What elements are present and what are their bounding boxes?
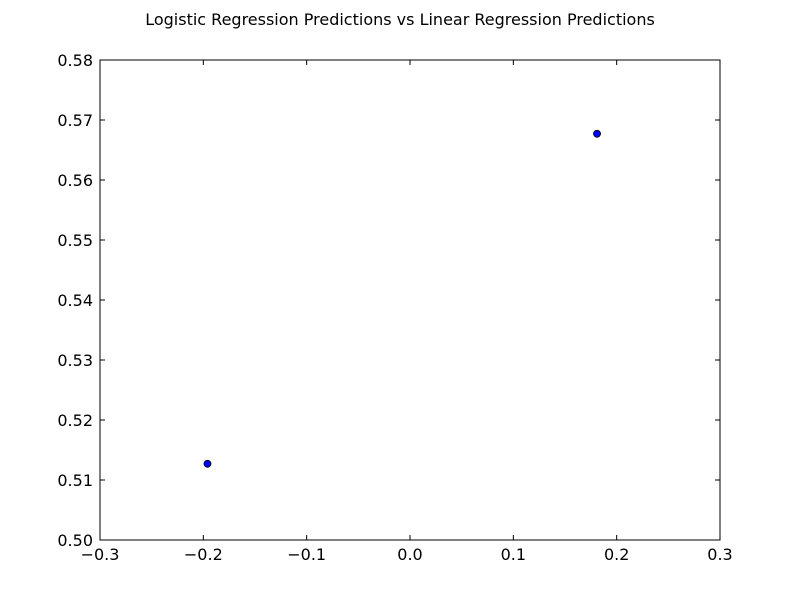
x-tick-label: −0.3	[81, 545, 120, 564]
y-tick-label: 0.57	[57, 111, 93, 130]
x-tick-label: 0.2	[604, 545, 629, 564]
y-tick-label: 0.54	[57, 291, 93, 310]
y-tick-label: 0.51	[57, 471, 93, 490]
x-tick-label: −0.1	[287, 545, 326, 564]
scatter-point	[593, 129, 601, 138]
x-tick-label: 0.3	[707, 545, 732, 564]
chart-title: Logistic Regression Predictions vs Linea…	[145, 10, 655, 29]
y-tick-label: 0.58	[57, 51, 93, 70]
axes-frame	[99, 59, 721, 541]
y-tick-label: 0.55	[57, 231, 93, 250]
x-tick-label: 0.1	[501, 545, 526, 564]
y-tick-label: 0.50	[57, 531, 93, 550]
x-tick-label: −0.2	[184, 545, 223, 564]
y-tick-label: 0.56	[57, 171, 93, 190]
y-tick-label: 0.52	[57, 411, 93, 430]
x-tick-label: 0.0	[397, 545, 422, 564]
y-tick-label: 0.53	[57, 351, 93, 370]
scatter-point	[203, 459, 212, 468]
